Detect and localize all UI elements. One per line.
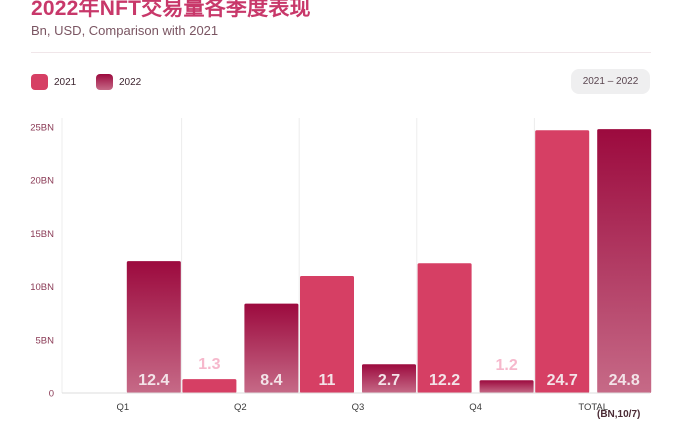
x-tick-label: Q4 xyxy=(469,402,482,413)
legend-swatch-2021 xyxy=(31,74,48,90)
year-range-toggle[interactable]: 2021 – 2022 xyxy=(571,69,650,94)
y-tick-label: 5BN xyxy=(36,335,55,346)
chart-subtitle: Bn, USD, Comparison with 2021 xyxy=(31,23,219,38)
x-tick-label: Q1 xyxy=(116,402,129,413)
bar-2021-q2 xyxy=(182,379,237,393)
bar-2022-q3 xyxy=(362,364,416,393)
value-label-2021-q2: 1.3 xyxy=(198,356,220,373)
value-label-2022-q1: 12.4 xyxy=(138,372,169,389)
x-tick-label: TOTAL xyxy=(578,402,608,413)
value-label-2021-q3: 11 xyxy=(319,372,336,389)
x-tick-label: Q2 xyxy=(234,402,247,413)
bar-2021-total xyxy=(535,130,590,393)
legend-swatch-2022 xyxy=(96,74,113,90)
y-tick-label: 10BN xyxy=(30,282,54,293)
legend-label-2021: 2021 xyxy=(54,76,77,88)
header-divider xyxy=(31,52,651,53)
legend-label-2022: 2022 xyxy=(119,76,142,88)
y-tick-label: 20BN xyxy=(30,176,54,187)
bar-2022-q1 xyxy=(126,261,181,393)
x-tick-label: Q3 xyxy=(352,402,365,413)
footnote: (BN,10/7) xyxy=(597,409,641,420)
legend-item-2021: 2021 xyxy=(31,73,76,91)
value-label-2021-q4: 12.2 xyxy=(429,372,460,389)
bar-2022-total xyxy=(597,129,652,394)
bar-2021-q4 xyxy=(417,263,472,393)
y-tick-label: 25BN xyxy=(30,123,54,134)
value-label-2022-q2: 8.4 xyxy=(260,372,282,389)
bar-2022-q4 xyxy=(479,380,534,393)
chart-title: 2022年NFT交易量各季度表现 xyxy=(31,0,311,20)
y-tick-label: 15BN xyxy=(30,229,54,240)
y-tick-label: 0 xyxy=(49,389,54,400)
value-label-2022-total: 24.8 xyxy=(609,372,640,389)
value-label-2022-q3: 2.7 xyxy=(378,372,400,389)
bar-2022-q2 xyxy=(244,303,299,393)
value-label-2021-total: 24.7 xyxy=(547,372,578,389)
bar-2021-q3 xyxy=(300,275,354,393)
legend-item-2022: 2022 xyxy=(96,73,141,91)
value-label-2022-q4: 1.2 xyxy=(495,357,517,374)
